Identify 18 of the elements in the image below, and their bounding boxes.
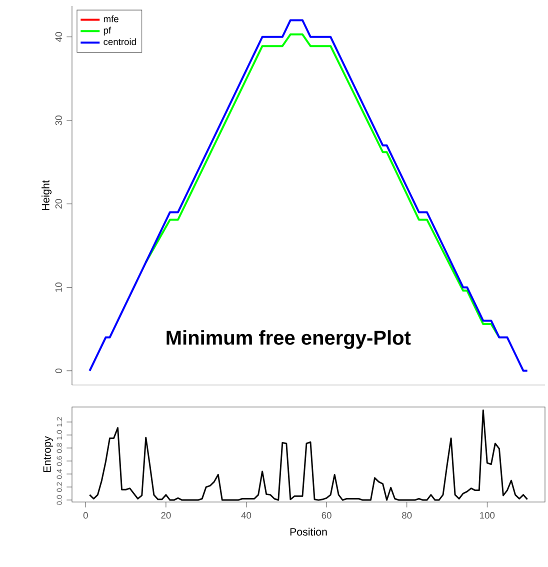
x-tick-label: 60 [322,512,332,519]
y-tick-label: 0 [55,368,62,374]
y-tick-label: 20 [55,199,62,209]
annotation: Minimum free energy-Plot [166,330,411,349]
x-axis-title: Position [290,528,327,536]
legend-label: pf [104,26,112,36]
x-tick-label: 40 [241,512,252,519]
legend-label: centroid [104,38,136,46]
y-tick-label: 10 [55,282,62,292]
legend-label: mfe [104,15,118,22]
x-tick-label: 80 [402,512,412,519]
y-axis-title: Height [42,180,52,210]
y-axis-title: Entropy [43,436,53,472]
x-tick-label: 0 [83,512,88,519]
x-tick-label: 100 [480,512,495,519]
y-tick-label: 30 [55,116,62,126]
x-tick-label: 20 [161,512,171,519]
y-tick-label: 40 [55,32,62,42]
